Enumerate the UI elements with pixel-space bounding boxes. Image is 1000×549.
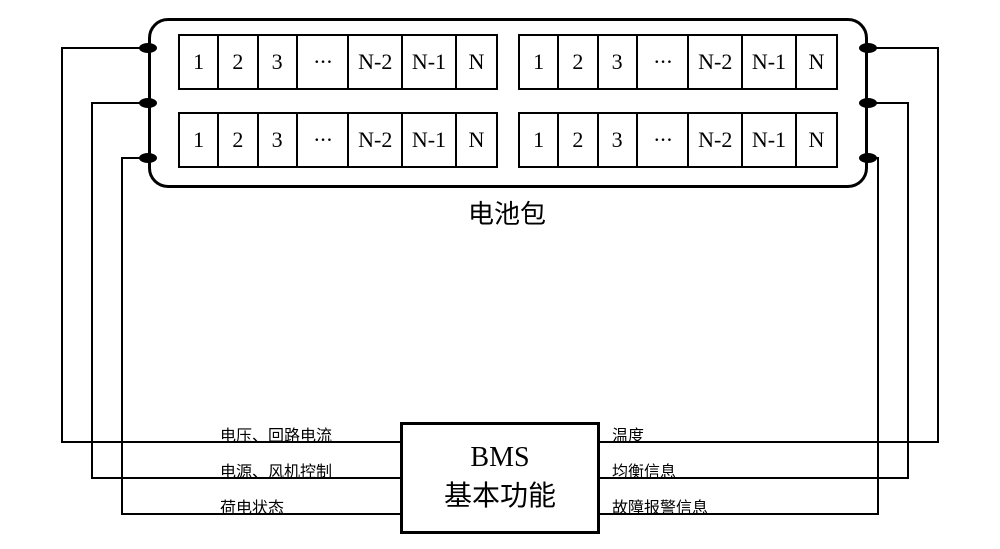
cell-group: 123···N-2N-1N (518, 112, 838, 168)
battery-cell: 2 (559, 36, 598, 88)
battery-cell: N-1 (743, 36, 797, 88)
battery-cell: N (797, 36, 836, 88)
battery-cell: N-2 (349, 36, 403, 88)
battery-cell: N (457, 36, 496, 88)
battery-cell: 1 (180, 114, 219, 166)
cell-group: 123···N-2N-1N (178, 112, 498, 168)
bms-line2: 基本功能 (444, 474, 556, 514)
battery-cell: ··· (638, 36, 690, 88)
wire-label-left: 荷电状态 (220, 494, 284, 518)
bms-box: BMS基本功能 (400, 422, 600, 534)
battery-cell: N-2 (349, 114, 403, 166)
battery-cell: ··· (298, 114, 350, 166)
wire-label-left: 电源、风机控制 (220, 458, 332, 482)
battery-cell: ··· (298, 36, 350, 88)
cell-group: 123···N-2N-1N (518, 34, 838, 90)
wire-label-right: 故障报警信息 (612, 494, 708, 518)
battery-cell: N-1 (403, 36, 457, 88)
battery-cell: N (797, 114, 836, 166)
wire-label-right: 均衡信息 (612, 458, 676, 482)
battery-cell: 1 (520, 36, 559, 88)
battery-cell: ··· (638, 114, 690, 166)
battery-cell: 2 (219, 114, 258, 166)
battery-cell: 3 (259, 36, 298, 88)
battery-cell: 3 (599, 114, 638, 166)
battery-cell: 1 (180, 36, 219, 88)
battery-cell: 2 (559, 114, 598, 166)
battery-cell: 3 (599, 36, 638, 88)
cell-group: 123···N-2N-1N (178, 34, 498, 90)
battery-cell: 1 (520, 114, 559, 166)
battery-pack-label: 电池包 (468, 194, 546, 231)
battery-cell: 3 (259, 114, 298, 166)
battery-cell: N (457, 114, 496, 166)
bms-line1: BMS (470, 442, 529, 474)
battery-cell: N-2 (689, 36, 743, 88)
wire-label-left: 电压、回路电流 (220, 422, 332, 446)
battery-cell: 2 (219, 36, 258, 88)
battery-cell: N-2 (689, 114, 743, 166)
battery-cell: N-1 (743, 114, 797, 166)
wire-label-right: 温度 (612, 422, 644, 446)
battery-cell: N-1 (403, 114, 457, 166)
